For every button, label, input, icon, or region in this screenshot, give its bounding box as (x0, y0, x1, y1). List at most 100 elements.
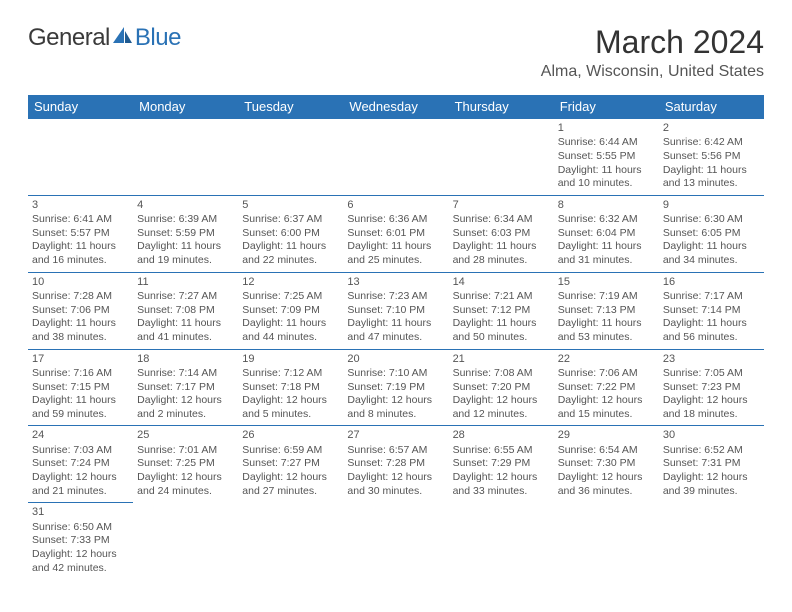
day-number: 2 (663, 121, 760, 135)
daylight-text: Daylight: 11 hours (32, 394, 129, 408)
col-friday: Friday (554, 95, 659, 119)
sunset-text: Sunset: 6:03 PM (453, 227, 550, 241)
calendar-cell: 29Sunrise: 6:54 AMSunset: 7:30 PMDayligh… (554, 426, 659, 503)
sunrise-text: Sunrise: 7:23 AM (347, 290, 444, 304)
day-number: 14 (453, 275, 550, 289)
daylight-text: and 41 minutes. (137, 331, 234, 345)
daylight-text: Daylight: 11 hours (663, 240, 760, 254)
header: General Blue March 2024 Alma, Wisconsin,… (28, 24, 764, 81)
sunset-text: Sunset: 6:01 PM (347, 227, 444, 241)
sunrise-text: Sunrise: 6:59 AM (242, 444, 339, 458)
day-number: 8 (558, 198, 655, 212)
daylight-text: and 16 minutes. (32, 254, 129, 268)
day-number: 21 (453, 352, 550, 366)
daylight-text: Daylight: 11 hours (347, 317, 444, 331)
sunset-text: Sunset: 7:29 PM (453, 457, 550, 471)
calendar-cell: 4Sunrise: 6:39 AMSunset: 5:59 PMDaylight… (133, 195, 238, 272)
sunset-text: Sunset: 7:27 PM (242, 457, 339, 471)
sunrise-text: Sunrise: 6:39 AM (137, 213, 234, 227)
sunset-text: Sunset: 6:04 PM (558, 227, 655, 241)
sunrise-text: Sunrise: 7:28 AM (32, 290, 129, 304)
daylight-text: Daylight: 11 hours (558, 164, 655, 178)
day-number: 13 (347, 275, 444, 289)
calendar-cell: 24Sunrise: 7:03 AMSunset: 7:24 PMDayligh… (28, 426, 133, 503)
sunset-text: Sunset: 7:33 PM (32, 534, 129, 548)
daylight-text: and 33 minutes. (453, 485, 550, 499)
day-number: 15 (558, 275, 655, 289)
daylight-text: Daylight: 11 hours (558, 317, 655, 331)
sunrise-text: Sunrise: 6:36 AM (347, 213, 444, 227)
sunset-text: Sunset: 6:00 PM (242, 227, 339, 241)
sunset-text: Sunset: 7:19 PM (347, 381, 444, 395)
calendar-cell (133, 503, 238, 579)
calendar-cell: 11Sunrise: 7:27 AMSunset: 7:08 PMDayligh… (133, 272, 238, 349)
sunset-text: Sunset: 7:12 PM (453, 304, 550, 318)
sunset-text: Sunset: 7:17 PM (137, 381, 234, 395)
daylight-text: Daylight: 11 hours (663, 317, 760, 331)
location: Alma, Wisconsin, United States (541, 63, 764, 81)
daylight-text: Daylight: 11 hours (137, 317, 234, 331)
daylight-text: and 36 minutes. (558, 485, 655, 499)
sunset-text: Sunset: 5:59 PM (137, 227, 234, 241)
sunset-text: Sunset: 7:08 PM (137, 304, 234, 318)
daylight-text: and 47 minutes. (347, 331, 444, 345)
calendar-cell (449, 119, 554, 196)
daylight-text: Daylight: 12 hours (453, 471, 550, 485)
sunrise-text: Sunrise: 6:54 AM (558, 444, 655, 458)
sunset-text: Sunset: 7:15 PM (32, 381, 129, 395)
sunset-text: Sunset: 7:14 PM (663, 304, 760, 318)
calendar-cell: 23Sunrise: 7:05 AMSunset: 7:23 PMDayligh… (659, 349, 764, 426)
day-number: 5 (242, 198, 339, 212)
calendar-cell: 9Sunrise: 6:30 AMSunset: 6:05 PMDaylight… (659, 195, 764, 272)
col-tuesday: Tuesday (238, 95, 343, 119)
daylight-text: Daylight: 12 hours (242, 471, 339, 485)
calendar-cell: 10Sunrise: 7:28 AMSunset: 7:06 PMDayligh… (28, 272, 133, 349)
sunset-text: Sunset: 5:55 PM (558, 150, 655, 164)
calendar-cell: 5Sunrise: 6:37 AMSunset: 6:00 PMDaylight… (238, 195, 343, 272)
daylight-text: and 44 minutes. (242, 331, 339, 345)
calendar-cell (659, 503, 764, 579)
day-number: 23 (663, 352, 760, 366)
calendar-cell: 30Sunrise: 6:52 AMSunset: 7:31 PMDayligh… (659, 426, 764, 503)
day-number: 26 (242, 428, 339, 442)
sunrise-text: Sunrise: 7:01 AM (137, 444, 234, 458)
calendar-cell: 12Sunrise: 7:25 AMSunset: 7:09 PMDayligh… (238, 272, 343, 349)
calendar-cell: 1Sunrise: 6:44 AMSunset: 5:55 PMDaylight… (554, 119, 659, 196)
daylight-text: Daylight: 12 hours (137, 394, 234, 408)
sunrise-text: Sunrise: 7:25 AM (242, 290, 339, 304)
sunrise-text: Sunrise: 6:55 AM (453, 444, 550, 458)
daylight-text: Daylight: 12 hours (137, 471, 234, 485)
calendar-cell (238, 503, 343, 579)
sunset-text: Sunset: 5:57 PM (32, 227, 129, 241)
calendar-cell: 17Sunrise: 7:16 AMSunset: 7:15 PMDayligh… (28, 349, 133, 426)
calendar-row: 3Sunrise: 6:41 AMSunset: 5:57 PMDaylight… (28, 195, 764, 272)
daylight-text: and 59 minutes. (32, 408, 129, 422)
daylight-text: Daylight: 12 hours (663, 394, 760, 408)
sunrise-text: Sunrise: 7:10 AM (347, 367, 444, 381)
col-wednesday: Wednesday (343, 95, 448, 119)
daylight-text: and 22 minutes. (242, 254, 339, 268)
calendar-cell: 18Sunrise: 7:14 AMSunset: 7:17 PMDayligh… (133, 349, 238, 426)
daylight-text: and 10 minutes. (558, 177, 655, 191)
sunrise-text: Sunrise: 6:52 AM (663, 444, 760, 458)
sunrise-text: Sunrise: 6:37 AM (242, 213, 339, 227)
calendar-row: 1Sunrise: 6:44 AMSunset: 5:55 PMDaylight… (28, 119, 764, 196)
daylight-text: Daylight: 11 hours (453, 240, 550, 254)
day-number: 19 (242, 352, 339, 366)
calendar-cell: 19Sunrise: 7:12 AMSunset: 7:18 PMDayligh… (238, 349, 343, 426)
sunset-text: Sunset: 7:30 PM (558, 457, 655, 471)
calendar-row: 17Sunrise: 7:16 AMSunset: 7:15 PMDayligh… (28, 349, 764, 426)
daylight-text: Daylight: 12 hours (663, 471, 760, 485)
calendar-cell (343, 503, 448, 579)
daylight-text: and 28 minutes. (453, 254, 550, 268)
sunrise-text: Sunrise: 7:27 AM (137, 290, 234, 304)
daylight-text: and 18 minutes. (663, 408, 760, 422)
daylight-text: Daylight: 12 hours (558, 394, 655, 408)
calendar-cell: 21Sunrise: 7:08 AMSunset: 7:20 PMDayligh… (449, 349, 554, 426)
calendar-cell: 27Sunrise: 6:57 AMSunset: 7:28 PMDayligh… (343, 426, 448, 503)
sunrise-text: Sunrise: 6:44 AM (558, 136, 655, 150)
sunset-text: Sunset: 7:23 PM (663, 381, 760, 395)
daylight-text: and 13 minutes. (663, 177, 760, 191)
daylight-text: and 50 minutes. (453, 331, 550, 345)
day-number: 28 (453, 428, 550, 442)
